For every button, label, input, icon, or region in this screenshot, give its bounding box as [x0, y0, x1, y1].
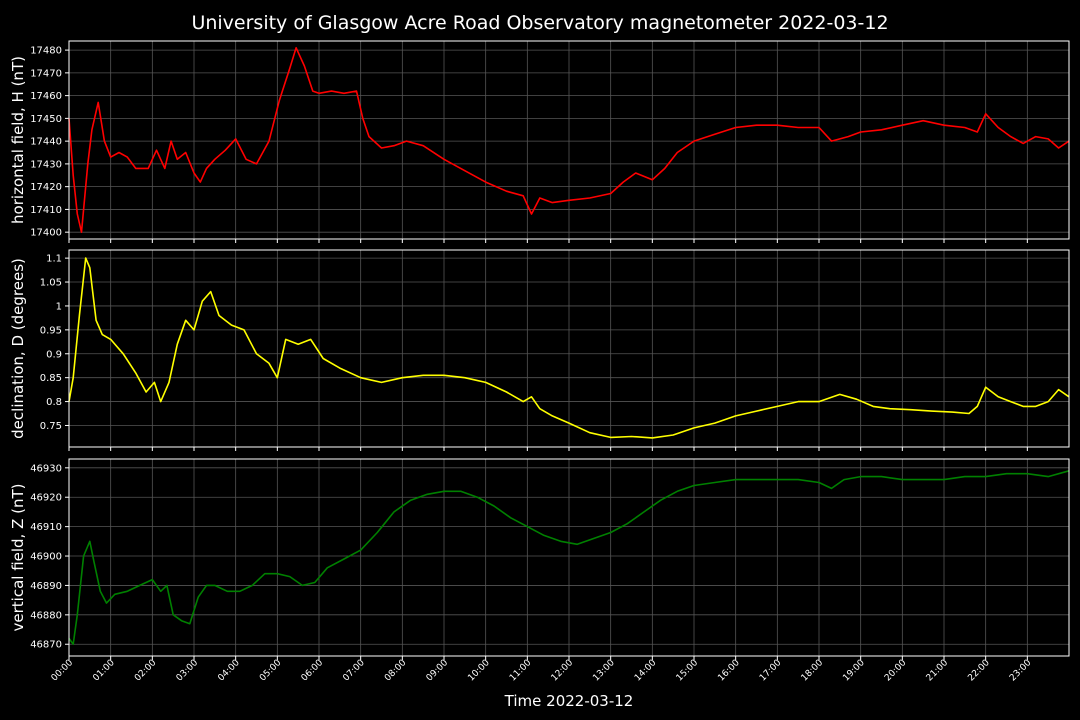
y-tick-label: 1.1 [46, 254, 62, 265]
y-tick-label: 17440 [30, 137, 62, 148]
series-line-3 [68, 470, 1070, 646]
y-tick-label: 46880 [30, 610, 62, 621]
y-tick-label: 46870 [30, 640, 62, 651]
y-tick-label: 46900 [30, 552, 62, 563]
y-tick-label: 17400 [30, 228, 62, 239]
y-axis-label-3: vertical field, Z (nT) [9, 483, 27, 631]
plot-frame-1 [68, 40, 1070, 240]
y-tick-label: 46930 [30, 463, 62, 474]
y-tick-label: 0.75 [40, 421, 62, 432]
y-tick-label: 46910 [30, 522, 62, 533]
panel-1: 17400 17410 17420 17430 17440 17450 17460 17470… [9, 40, 1070, 243]
y-tick-label: 46920 [30, 493, 62, 504]
y-tick-label: 1.05 [40, 278, 62, 289]
y-tick-label: 46890 [30, 581, 62, 592]
y-tick-label: 0.8 [46, 397, 62, 408]
y-tick-label: 0.85 [40, 373, 62, 384]
panel-3: 46870 46880 46890 46900 46910 46920 46930verti… [9, 458, 1070, 660]
y-tick-label: 17460 [30, 91, 62, 102]
y-tick-label: 17420 [30, 182, 62, 193]
y-tick-label: 17410 [30, 205, 62, 216]
y-tick-label: 17450 [30, 114, 62, 125]
x-axis-label: Time 2022-03-12 [504, 692, 634, 710]
y-axis-label-1: horizontal field, H (nT) [9, 56, 27, 224]
panel-2: 0.75 0.8 0.85 0.9 0.95 1 1.05 1.1 declination, D… [9, 249, 1070, 451]
panels: 17400 17410 17420 17430 17440 17450 17460 17470… [9, 40, 1070, 660]
y-tick-label: 17430 [30, 159, 62, 170]
y-tick-label: 1 [56, 301, 62, 312]
y-tick-label: 17480 [30, 46, 62, 57]
y-tick-label: 0.9 [46, 349, 62, 360]
chart-title: University of Glasgow Acre Road Observat… [191, 12, 888, 34]
plot-frame-3 [68, 458, 1070, 657]
y-tick-label: 17470 [30, 68, 62, 79]
y-axis-label-2: declination, D (degrees) [9, 258, 27, 439]
series-line-2 [68, 257, 1070, 439]
y-tick-label: 0.95 [40, 325, 62, 336]
series-line-1 [68, 46, 1070, 233]
plot-frame-2 [68, 249, 1070, 448]
